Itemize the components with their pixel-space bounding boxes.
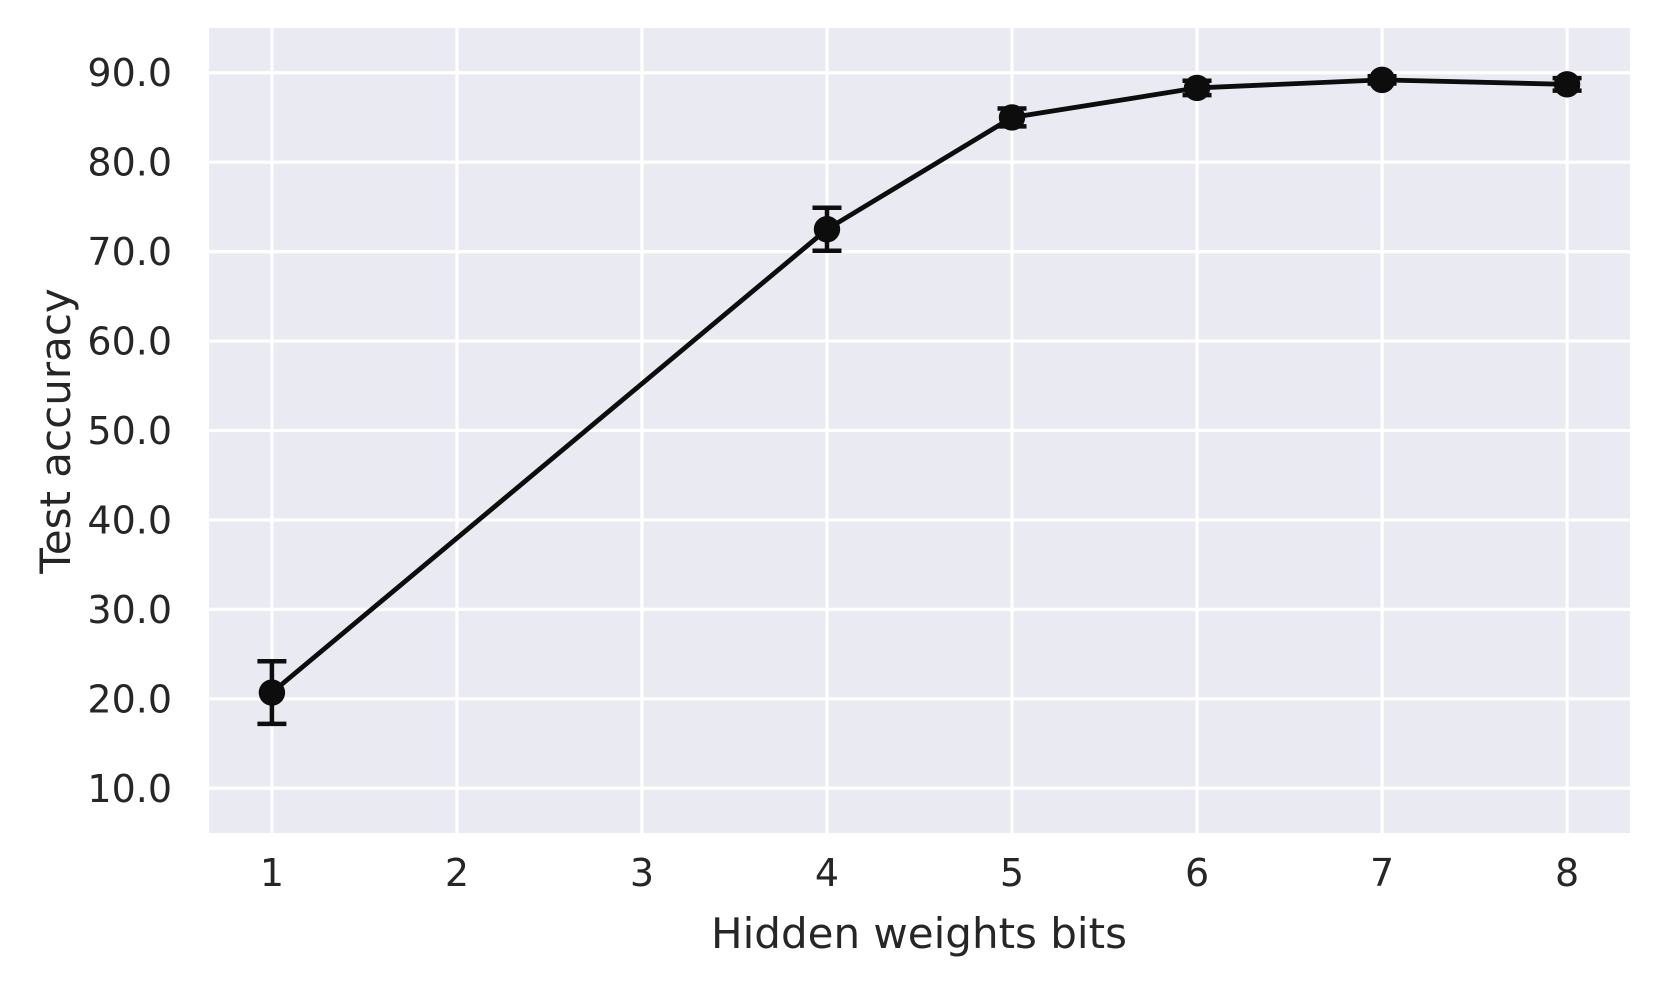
y-tick-label: 70.0 <box>87 230 172 274</box>
data-point-marker <box>813 216 841 243</box>
y-tick-label: 30.0 <box>87 588 172 632</box>
x-tick-label: 1 <box>260 851 284 895</box>
y-tick-label: 20.0 <box>87 677 172 721</box>
x-tick-label: 8 <box>1555 851 1579 895</box>
x-tick-label: 3 <box>630 851 654 895</box>
data-point-marker <box>258 679 286 706</box>
y-axis-label: Test accuracy <box>31 288 80 574</box>
x-tick-label: 6 <box>1185 851 1209 895</box>
data-point-marker <box>1183 74 1211 102</box>
y-tick-label: 60.0 <box>87 320 172 364</box>
x-axis-label: Hidden weights bits <box>711 909 1127 958</box>
x-tick-label: 7 <box>1370 851 1394 895</box>
series-line <box>269 77 1570 695</box>
x-tick-label: 2 <box>445 851 469 895</box>
y-tick-label: 40.0 <box>87 498 172 542</box>
x-tick-label: 4 <box>815 851 839 895</box>
y-tick-label: 50.0 <box>87 409 172 453</box>
data-point-marker <box>1553 71 1581 98</box>
data-point-marker <box>1368 66 1396 94</box>
y-tick-label: 80.0 <box>87 141 172 185</box>
y-tick-label: 90.0 <box>87 51 172 95</box>
data-point-marker <box>998 104 1026 131</box>
x-tick-label: 5 <box>1000 851 1024 895</box>
y-tick-label: 10.0 <box>87 767 172 811</box>
